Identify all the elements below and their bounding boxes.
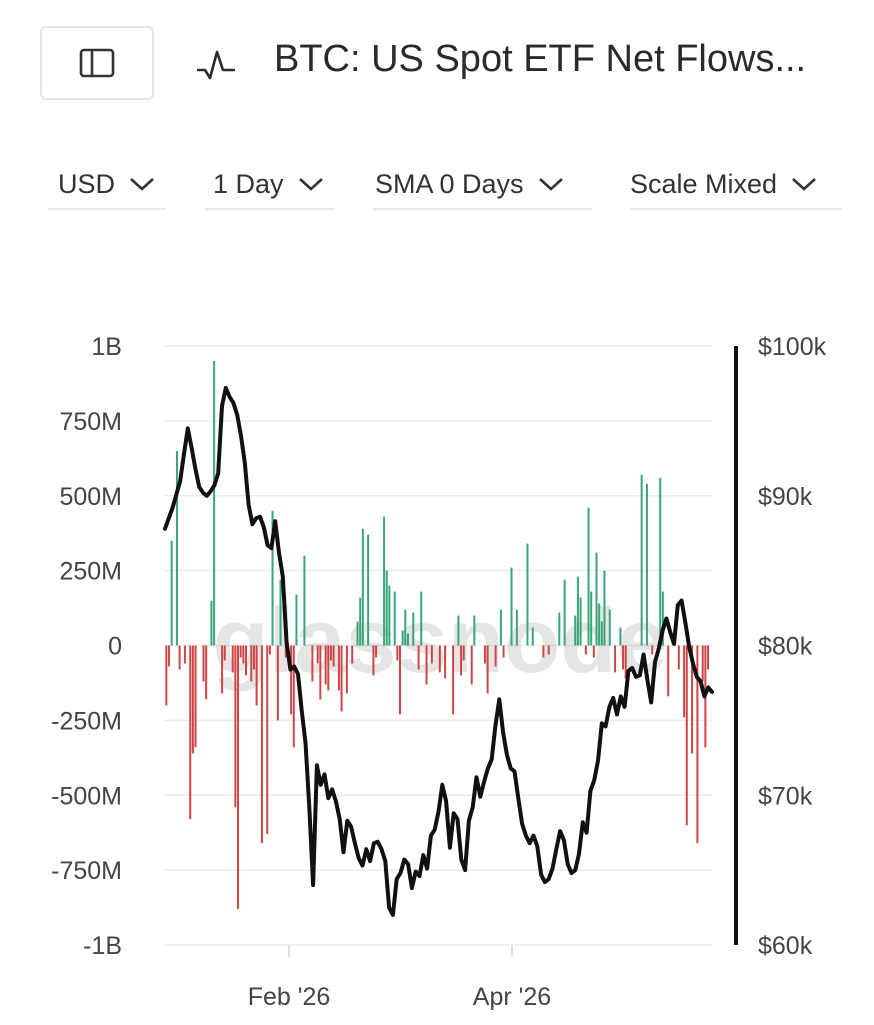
right-tick-label: $70k bbox=[758, 782, 813, 810]
price-line-group bbox=[163, 385, 714, 917]
left-tick-label: 500M bbox=[59, 483, 122, 511]
chevron-down-icon bbox=[538, 178, 563, 191]
chevron-down-icon bbox=[792, 178, 816, 191]
scale-dropdown[interactable]: Scale Mixed bbox=[630, 160, 842, 210]
resolution-dropdown[interactable]: 1 Day bbox=[205, 160, 335, 210]
chevron-down-icon bbox=[298, 178, 323, 191]
left-tick-label: 1B bbox=[91, 333, 122, 361]
left-tick-label: 750M bbox=[59, 408, 122, 436]
pulse-icon bbox=[197, 50, 235, 80]
left-tick-label: 250M bbox=[59, 558, 122, 586]
btc-price-line bbox=[163, 385, 714, 917]
left-tick-label: -250M bbox=[51, 707, 122, 735]
left-axis: 1B 750M 500M 250M 0 -250M -500M -750M -1B bbox=[51, 333, 122, 960]
left-tick-label: -500M bbox=[51, 782, 122, 810]
scale-dropdown-label: Scale Mixed bbox=[630, 168, 778, 199]
resolution-dropdown-label: 1 Day bbox=[213, 168, 284, 199]
right-axis: $100k $90k $80k $70k $60k bbox=[734, 333, 827, 960]
header: BTC: US Spot ETF Net Flows... bbox=[0, 0, 874, 130]
chart-controls: USD 1 Day SMA 0 Days Scale Mixed bbox=[0, 160, 874, 216]
flow-bars bbox=[165, 360, 710, 910]
right-tick-label: $100k bbox=[758, 333, 827, 361]
x-axis: Feb '26 Apr '26 bbox=[248, 945, 551, 1011]
currency-dropdown-label: USD bbox=[58, 168, 116, 199]
left-tick-label: 0 bbox=[108, 633, 122, 661]
right-tick-label: $90k bbox=[758, 483, 813, 511]
x-tick-label: Apr '26 bbox=[473, 983, 551, 1011]
sidebar-toggle-button[interactable] bbox=[40, 26, 154, 100]
chart-canvas[interactable]: glassnode 1B750M500M250M0-250M-500M-750M… bbox=[0, 300, 874, 1020]
page-title: BTC: US Spot ETF Net Flows... bbox=[274, 38, 807, 80]
currency-dropdown[interactable]: USD bbox=[48, 160, 166, 210]
right-tick-label: $60k bbox=[758, 932, 813, 960]
left-tick-label: -750M bbox=[51, 857, 122, 885]
x-tick-label: Feb '26 bbox=[248, 983, 331, 1011]
right-tick-label: $80k bbox=[758, 633, 813, 661]
sidebar-panel-icon bbox=[79, 48, 115, 78]
sma-dropdown-label: SMA 0 Days bbox=[375, 168, 524, 199]
sma-dropdown[interactable]: SMA 0 Days bbox=[373, 160, 592, 210]
left-tick-label: -1B bbox=[83, 932, 122, 960]
etf-flows-chart: glassnode 1B 750M 500M 250M 0 -250M -500M -750M… bbox=[0, 300, 874, 1020]
chevron-down-icon bbox=[130, 178, 154, 191]
